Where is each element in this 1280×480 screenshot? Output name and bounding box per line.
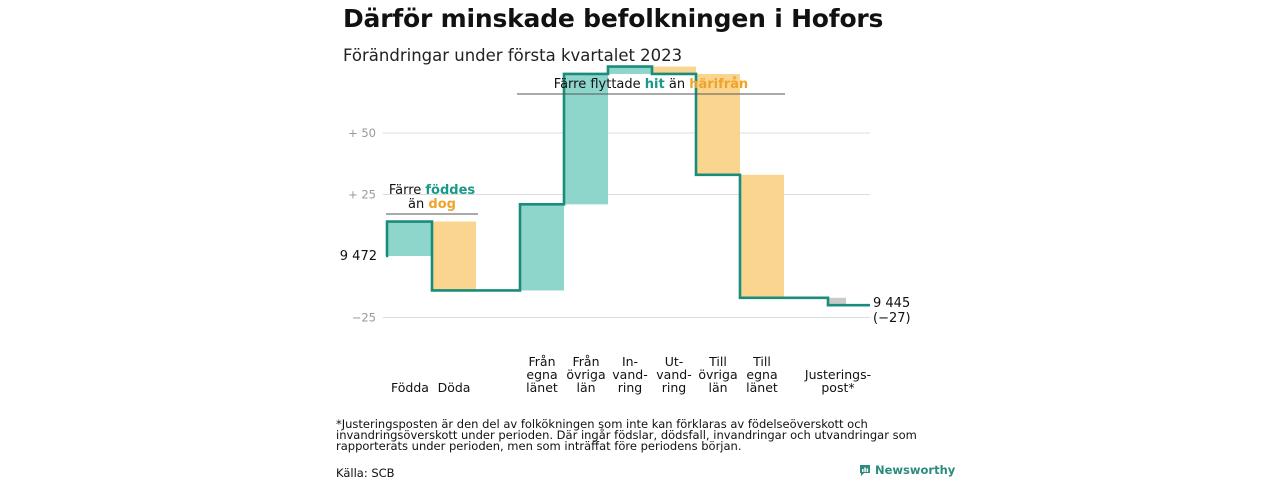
chart-subtitle: Förändringar under första kvartalet 2023	[343, 46, 683, 65]
x-category-label: Till	[708, 354, 727, 369]
x-category-label: Döda	[438, 380, 471, 395]
x-category-label: In-	[622, 354, 638, 369]
waterfall-bar	[432, 221, 476, 291]
y-tick-label: + 25	[348, 188, 376, 202]
x-category-label: Från	[572, 354, 599, 369]
waterfall-bar	[696, 73, 740, 175]
y-tick-label: + 50	[348, 126, 376, 140]
x-category-label: länet	[526, 380, 558, 395]
waterfall-bar	[740, 174, 784, 298]
x-category-label: Justerings-	[804, 367, 871, 382]
x-category-label: ring	[618, 380, 642, 395]
end-value-label: 9 445	[873, 296, 910, 311]
brand-name: Newsworthy	[875, 463, 956, 477]
x-category-label: ring	[662, 380, 686, 395]
x-category-label: egna	[526, 367, 557, 382]
cumulative-step-line	[385, 65, 870, 307]
x-category-label: Födda	[391, 380, 429, 395]
waterfall-bar	[828, 297, 846, 306]
end-change-label: (−27)	[873, 311, 911, 326]
x-category-label: vand-	[612, 367, 647, 382]
annotation-migration: Färre flyttade hit än härifrån	[554, 77, 748, 92]
x-category-label: vand-	[656, 367, 691, 382]
x-category-label: länet	[746, 380, 778, 395]
x-category-label: län	[576, 380, 595, 395]
x-category-label: post*	[821, 380, 854, 395]
start-value-label: 9 472	[340, 249, 377, 264]
x-category-label: Ut-	[665, 354, 684, 369]
bars	[387, 66, 846, 306]
waterfall-bar	[608, 66, 652, 74]
waterfall-bar	[652, 66, 696, 74]
brand-logo: Newsworthy	[859, 463, 955, 477]
x-category-label: övriga	[566, 367, 605, 382]
waterfall-bar	[520, 204, 564, 291]
waterfall-bar	[564, 73, 608, 205]
source-credit: Källa: SCB	[336, 466, 395, 480]
chart-title: Därför minskade befolkningen i Hofors	[343, 4, 884, 33]
y-tick-label: −25	[352, 311, 376, 325]
waterfall-bar	[387, 221, 431, 256]
x-category-label: län	[708, 380, 727, 395]
x-category-label: Till	[752, 354, 771, 369]
gridlines: + 50 + 25 −25	[348, 126, 870, 325]
x-category-label: övriga	[698, 367, 737, 382]
x-category-label: egna	[746, 367, 777, 382]
footnote: *Justeringsposten är den del av folkökni…	[336, 417, 917, 453]
x-category-label: Från	[528, 354, 555, 369]
annotation-births-deaths-line2: än dog	[408, 197, 456, 212]
newsworthy-logo-icon	[860, 464, 870, 476]
annotation-births-deaths-line1: Färre föddes	[389, 183, 476, 198]
